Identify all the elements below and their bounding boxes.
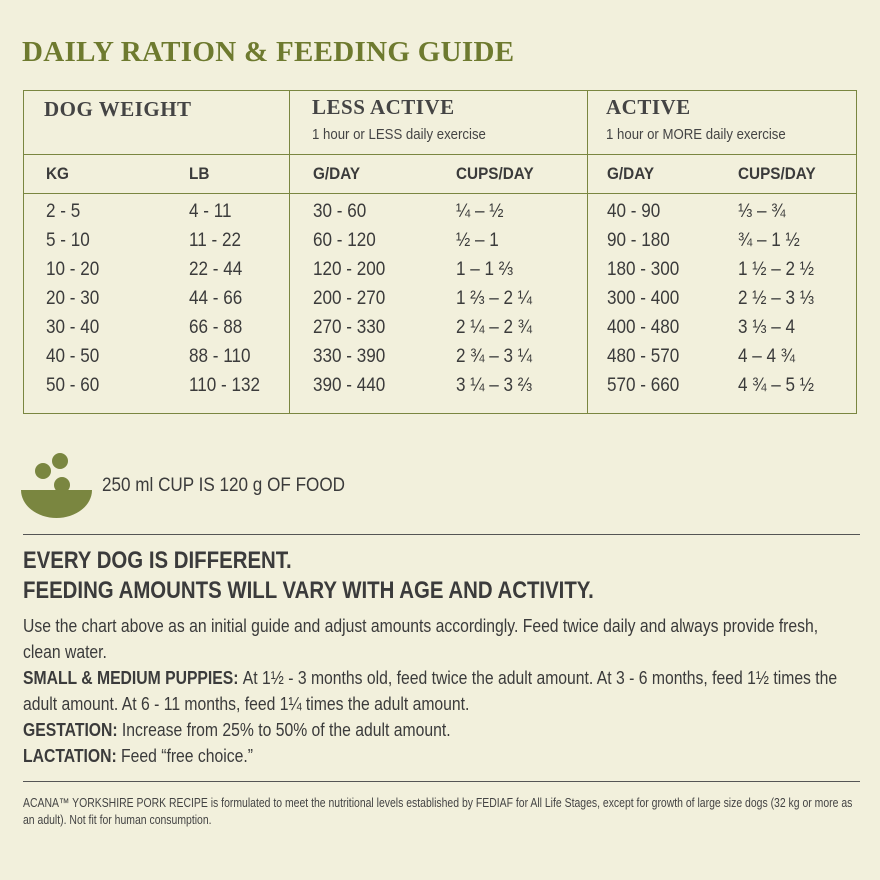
cell: 5 - 10 [46,230,90,251]
note-text: At 1½ - 3 months old, feed twice the adu… [23,667,838,714]
headline: FEEDING AMOUNTS WILL VARY WITH AGE AND A… [23,577,594,604]
cell: 1 ⅔ – 2 ¼ [456,288,533,309]
cell: ½ – 1 [456,230,499,251]
cell: 88 - 110 [189,346,251,367]
cell: 3 ¼ – 3 ⅔ [456,375,533,396]
cell: 44 - 66 [189,288,243,309]
column-header: CUPS/DAY [456,164,534,183]
note: LACTATION: Feed “free choice.” [23,743,859,769]
column-header: CUPS/DAY [738,164,816,183]
cell: 22 - 44 [189,259,243,280]
divider [24,193,856,194]
cell: 11 - 22 [189,230,241,251]
note: GESTATION: Increase from 25% to 50% of th… [23,717,859,743]
cell: ⅓ – ¾ [738,201,786,222]
cell: 30 - 60 [313,201,367,222]
note-label: GESTATION: [23,719,118,740]
group-title: DOG WEIGHT [44,97,192,121]
column-header: KG [46,164,69,183]
cell: 120 - 200 [313,259,386,280]
note-text: Feed “free choice.” [121,745,253,766]
cell: ¾ – 1 ½ [738,230,800,251]
cell: 2 ¾ – 3 ¼ [456,346,533,367]
title: DAILY RATION & FEEDING GUIDE [22,36,515,68]
headline: EVERY DOG IS DIFFERENT. [23,547,292,574]
cell: 1 ½ – 2 ½ [738,259,815,280]
note: SMALL & MEDIUM PUPPIES: At 1½ - 3 months … [23,665,859,717]
cell: 4 ¾ – 5 ½ [738,375,815,396]
cell: 400 - 480 [607,317,680,338]
cell: 50 - 60 [46,375,100,396]
divider [24,154,856,155]
group-subtitle: 1 hour or LESS daily exercise [312,126,486,143]
cell: 2 ¼ – 2 ¾ [456,317,533,338]
guidance: EVERY DOG IS DIFFERENT. FEEDING AMOUNTS … [23,546,859,769]
cell: 390 - 440 [313,375,386,396]
cell: 200 - 270 [313,288,386,309]
note-label: LACTATION: [23,745,117,766]
cell: 60 - 120 [313,230,376,251]
column-header: G/DAY [607,164,655,183]
cell: 2 ½ – 3 ⅓ [738,288,815,309]
intro: Use the chart above as an initial guide … [23,615,819,662]
feeding-table: DOG WEIGHT LESS ACTIVE 1 hour or LESS dail… [23,90,857,414]
cell: 330 - 390 [313,346,386,367]
cell: 110 - 132 [189,375,261,396]
cell: 66 - 88 [189,317,243,338]
cell: 40 - 90 [607,201,661,222]
rule [23,781,860,782]
cell: 1 – 1 ⅔ [456,259,514,280]
cell: 30 - 40 [46,317,100,338]
divider [289,91,290,413]
column-header: LB [189,164,210,183]
cell: 570 - 660 [607,375,680,396]
rule [23,534,860,535]
divider [587,91,588,413]
cell: 480 - 570 [607,346,680,367]
note-label: SMALL & MEDIUM PUPPIES: [23,667,239,688]
cell: 40 - 50 [46,346,100,367]
column-header: G/DAY [313,164,361,183]
cell: 180 - 300 [607,259,680,280]
cell: 20 - 30 [46,288,100,309]
cell: ¼ – ½ [456,201,504,222]
cup-note: 250 ml CUP IS 120 g OF FOOD [102,475,345,496]
cell: 4 – 4 ¾ [738,346,796,367]
cell: 300 - 400 [607,288,680,309]
cell: 90 - 180 [607,230,670,251]
cell: 3 ⅓ – 4 [738,317,796,338]
cell: 270 - 330 [313,317,386,338]
cell: 10 - 20 [46,259,100,280]
cell: 2 - 5 [46,201,81,222]
cell: 4 - 11 [189,201,232,222]
group-subtitle: 1 hour or MORE daily exercise [606,126,786,143]
notes: SMALL & MEDIUM PUPPIES: At 1½ - 3 months … [23,665,859,769]
note-text: Increase from 25% to 50% of the adult am… [121,719,451,740]
group-title: ACTIVE [606,95,691,119]
footer: ACANA™ YORKSHIRE PORK RECIPE is formulat… [23,796,853,827]
group-title: LESS ACTIVE [312,95,455,119]
cup-icon [21,453,92,518]
